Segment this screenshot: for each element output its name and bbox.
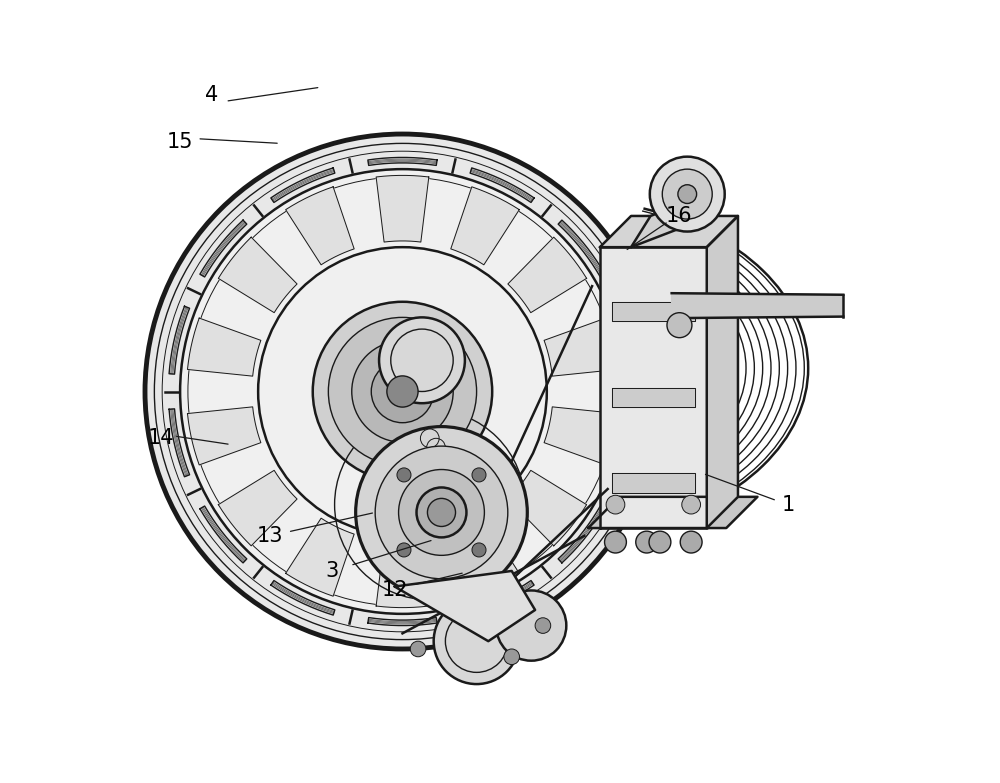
Circle shape — [313, 301, 492, 482]
Circle shape — [352, 341, 453, 442]
Circle shape — [328, 317, 477, 466]
Polygon shape — [395, 571, 535, 641]
Text: 13: 13 — [257, 526, 283, 546]
Circle shape — [258, 247, 547, 536]
Text: 1: 1 — [782, 495, 795, 514]
Circle shape — [606, 496, 625, 514]
Polygon shape — [169, 306, 190, 374]
Polygon shape — [451, 187, 519, 265]
Polygon shape — [612, 388, 695, 407]
Polygon shape — [187, 318, 261, 376]
Polygon shape — [169, 409, 190, 477]
Polygon shape — [187, 407, 261, 465]
Polygon shape — [612, 474, 695, 493]
Circle shape — [496, 590, 566, 661]
Circle shape — [636, 531, 658, 553]
Polygon shape — [368, 618, 437, 626]
Polygon shape — [218, 471, 297, 546]
Circle shape — [472, 468, 486, 482]
Circle shape — [667, 312, 692, 337]
Polygon shape — [612, 301, 695, 321]
Circle shape — [399, 470, 484, 555]
Circle shape — [472, 543, 486, 557]
Polygon shape — [558, 506, 605, 563]
Polygon shape — [508, 237, 587, 312]
Polygon shape — [376, 541, 429, 608]
Circle shape — [427, 499, 456, 526]
Polygon shape — [200, 220, 247, 277]
Polygon shape — [200, 506, 247, 563]
Polygon shape — [544, 318, 617, 376]
Circle shape — [387, 376, 418, 407]
Circle shape — [356, 427, 527, 598]
Polygon shape — [615, 409, 636, 477]
Text: 14: 14 — [147, 428, 174, 449]
Circle shape — [371, 360, 434, 423]
Polygon shape — [600, 247, 707, 528]
Polygon shape — [470, 580, 534, 615]
Circle shape — [605, 531, 626, 553]
Circle shape — [379, 317, 465, 403]
Circle shape — [678, 185, 697, 204]
Circle shape — [680, 531, 702, 553]
Polygon shape — [600, 216, 738, 247]
Polygon shape — [470, 168, 534, 203]
Circle shape — [662, 169, 712, 219]
Polygon shape — [218, 237, 297, 312]
Circle shape — [180, 169, 625, 614]
Polygon shape — [672, 293, 843, 318]
Circle shape — [410, 641, 426, 657]
Circle shape — [375, 446, 508, 579]
Polygon shape — [271, 580, 335, 615]
Text: 12: 12 — [381, 580, 408, 601]
Polygon shape — [376, 175, 429, 242]
Circle shape — [397, 468, 411, 482]
Polygon shape — [508, 471, 587, 546]
Circle shape — [682, 496, 701, 514]
Polygon shape — [544, 407, 617, 465]
Polygon shape — [558, 220, 605, 277]
Circle shape — [434, 598, 520, 684]
Polygon shape — [631, 197, 701, 247]
Polygon shape — [615, 306, 636, 374]
Circle shape — [504, 649, 520, 665]
Polygon shape — [286, 187, 354, 265]
Text: 16: 16 — [666, 206, 693, 226]
Polygon shape — [368, 157, 437, 165]
Circle shape — [145, 134, 660, 649]
Polygon shape — [286, 518, 354, 596]
Polygon shape — [707, 216, 738, 528]
Text: 15: 15 — [167, 132, 193, 152]
Polygon shape — [451, 518, 519, 596]
Polygon shape — [588, 497, 757, 528]
Text: 3: 3 — [326, 561, 339, 581]
Polygon shape — [271, 168, 335, 203]
Circle shape — [417, 488, 466, 537]
Circle shape — [397, 543, 411, 557]
Circle shape — [650, 157, 725, 232]
Text: 4: 4 — [205, 85, 218, 105]
Circle shape — [649, 531, 671, 553]
Circle shape — [535, 618, 551, 633]
